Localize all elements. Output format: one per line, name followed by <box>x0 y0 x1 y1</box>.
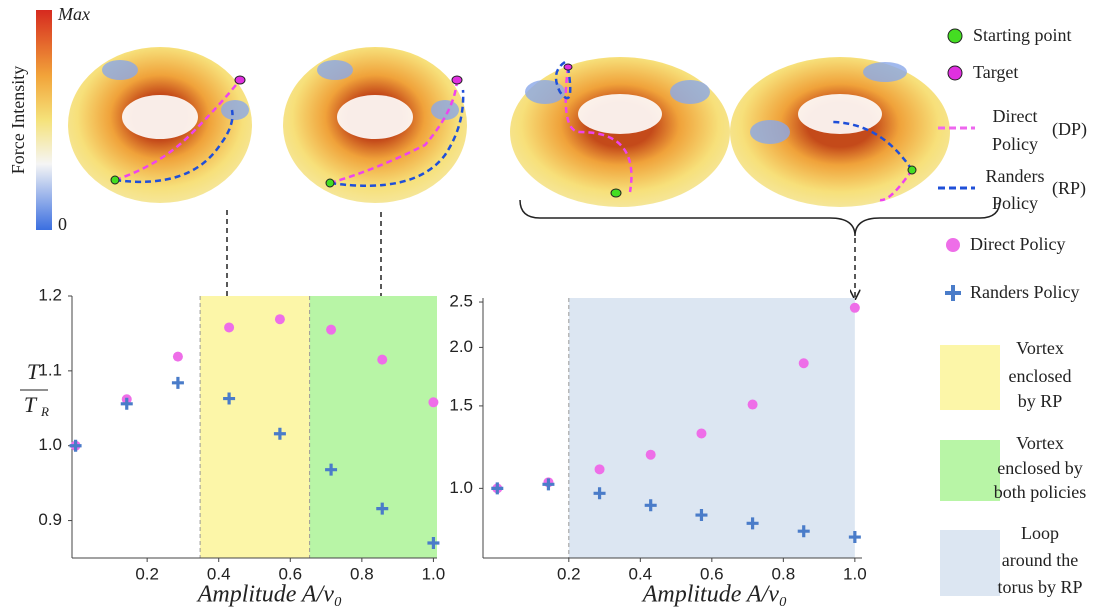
legend-label: Direct <box>993 106 1038 126</box>
y-tick-label: 2.0 <box>449 337 473 356</box>
point <box>325 463 338 476</box>
colorbar-max: Max <box>57 4 90 24</box>
point <box>491 482 504 495</box>
point <box>593 487 606 500</box>
legend-swatch <box>940 440 1000 501</box>
point <box>747 399 758 410</box>
point <box>542 478 555 491</box>
y-tick-label: 1.0 <box>38 435 62 454</box>
point <box>273 427 286 440</box>
y-label-numerator: T <box>27 359 41 384</box>
legend-label: by RP <box>1018 391 1063 411</box>
point <box>224 322 235 333</box>
shaded-region <box>200 296 310 558</box>
point <box>644 499 657 512</box>
x-tick-label: 0.6 <box>278 564 302 583</box>
legend-label: both policies <box>994 482 1087 502</box>
point <box>428 397 439 408</box>
y-tick-label: 1.2 <box>38 285 62 304</box>
x-tick-label: 0.8 <box>772 564 796 583</box>
x-tick-label: 1.0 <box>843 564 867 583</box>
legend-top: Starting point Target Direct Policy (DP)… <box>938 25 1087 213</box>
legend-label: enclosed <box>1009 366 1072 386</box>
point <box>376 502 389 515</box>
shaded-region <box>568 298 855 558</box>
legend-label: enclosed by <box>997 458 1082 478</box>
y-tick-label: 1.5 <box>449 395 473 414</box>
legend-label: (DP) <box>1052 119 1087 140</box>
legend-swatch <box>940 530 1000 596</box>
legend-label: Direct Policy <box>970 234 1065 254</box>
point <box>377 354 388 365</box>
legend-label: (RP) <box>1052 178 1086 199</box>
point <box>695 509 708 522</box>
point <box>274 314 285 325</box>
x-tick-label: 0.4 <box>207 564 231 583</box>
legend-label: Target <box>973 62 1018 82</box>
legend-label: torus by RP <box>997 577 1082 597</box>
legend-label: Policy <box>992 193 1038 213</box>
y-label-denominator: T <box>24 392 38 417</box>
colorbar-min: 0 <box>58 214 67 234</box>
x-axis-label: Amplitude A/v₀ <box>641 582 788 608</box>
legend-label: Randers <box>986 166 1045 186</box>
x-tick-label: 0.2 <box>557 564 581 583</box>
y-tick-label: 1.0 <box>449 478 473 497</box>
x-tick-label: 0.4 <box>629 564 653 583</box>
legend-label: Vortex <box>1016 338 1064 358</box>
colorbar-label: Force Intensity <box>8 66 28 174</box>
point <box>798 358 809 369</box>
point <box>848 531 861 544</box>
legend-swatch <box>940 345 1000 410</box>
point <box>326 324 337 335</box>
colorbar <box>36 10 52 230</box>
point <box>223 392 236 405</box>
point <box>594 464 605 475</box>
point <box>120 397 133 410</box>
y-tick-label: 1.1 <box>38 360 62 379</box>
legend-marker <box>945 285 961 301</box>
point <box>171 376 184 389</box>
y-tick-label: 2.5 <box>449 292 473 311</box>
legend-label: around the <box>1002 550 1078 570</box>
x-tick-label: 0.2 <box>135 564 159 583</box>
legend-label: Policy <box>992 134 1038 154</box>
x-tick-label: 0.6 <box>700 564 724 583</box>
shaded-region <box>309 296 437 558</box>
point <box>797 525 810 538</box>
torus-illustrations <box>68 47 950 207</box>
y-label-subscript: R <box>40 404 49 419</box>
point <box>645 449 656 460</box>
point <box>427 537 440 550</box>
legend-marker <box>946 238 960 252</box>
point <box>696 428 707 439</box>
x-axis-label: Amplitude A/v₀ <box>196 582 343 608</box>
legend-label: Randers Policy <box>970 282 1080 302</box>
point <box>746 517 759 530</box>
point <box>172 351 183 362</box>
legend-label: Loop <box>1021 523 1059 543</box>
x-tick-label: 0.8 <box>350 564 374 583</box>
y-tick-label: 0.9 <box>38 510 62 529</box>
legend-label: Starting point <box>973 25 1072 45</box>
point <box>849 302 860 313</box>
legend-label: Vortex <box>1016 433 1064 453</box>
point <box>69 439 82 452</box>
x-tick-label: 1.0 <box>422 564 446 583</box>
